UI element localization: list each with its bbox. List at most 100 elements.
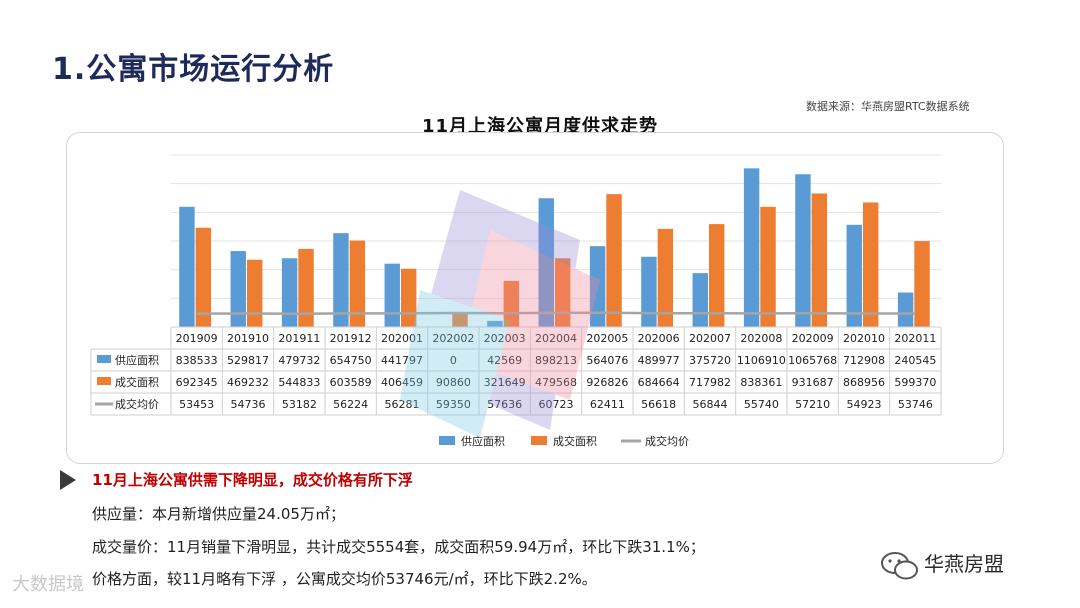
- supply-line: 供应量：本月新增供应量24.05万㎡；: [92, 505, 345, 523]
- headline: 11月上海公寓供需下降明显，成交价格有所下浮: [92, 471, 413, 489]
- data-value: 54923: [847, 398, 882, 411]
- legend-label: 供应面积: [461, 434, 505, 448]
- legend-swatch: [97, 355, 111, 363]
- chart-panel: 201909 201910 201911 201912 202001 202002 2020…: [66, 132, 1004, 464]
- category-label: 202006: [638, 332, 680, 345]
- price-line: [196, 311, 916, 315]
- data-value: 931687: [792, 376, 834, 389]
- data-value: 375720: [689, 354, 731, 367]
- bar-supply: [179, 206, 195, 327]
- data-value: 868956: [843, 376, 885, 389]
- category-label: 201912: [330, 332, 372, 345]
- bar-transaction: [298, 248, 314, 327]
- series-label: 成交面积: [115, 375, 159, 389]
- data-value: 544833: [278, 376, 320, 389]
- data-value: 1065768: [788, 354, 837, 367]
- data-value: 57210: [795, 398, 830, 411]
- data-value: 489977: [638, 354, 680, 367]
- bar-transaction: [554, 258, 571, 327]
- data-value: 90860: [436, 376, 471, 389]
- data-value: 56844: [693, 398, 728, 411]
- data-value: 692345: [176, 376, 218, 389]
- series-label: 供应面积: [115, 353, 159, 367]
- bar-transaction: [195, 227, 212, 327]
- data-value: 441797: [381, 354, 423, 367]
- data-value: 240545: [894, 354, 936, 367]
- category-label: 202003: [484, 332, 526, 345]
- category-label: 202009: [792, 332, 834, 345]
- category-label: 202008: [740, 332, 782, 345]
- data-value: 479732: [278, 354, 320, 367]
- data-value: 717982: [689, 376, 731, 389]
- data-value: 469232: [227, 376, 269, 389]
- data-value: 321649: [484, 376, 526, 389]
- data-value: 60723: [539, 398, 574, 411]
- data-value: 564076: [586, 354, 628, 367]
- bar-supply: [384, 263, 400, 327]
- bar-supply: [846, 224, 862, 327]
- category-label: 201909: [176, 332, 218, 345]
- supply-demand-chart: 201909 201910 201911 201912 202001 202002 2020…: [90, 154, 942, 448]
- category-label: 202005: [586, 332, 628, 345]
- category-label: 201910: [227, 332, 269, 345]
- data-value: 898213: [535, 354, 577, 367]
- transaction-line: 成交量价：11月销量下滑明显，共计成交5554套，成交面积59.94万㎡，环比下…: [92, 538, 705, 556]
- data-value: 53182: [282, 398, 317, 411]
- data-value: 838361: [740, 376, 782, 389]
- bar-supply: [281, 258, 298, 327]
- category-label: 202001: [381, 332, 423, 345]
- data-value: 0: [450, 354, 457, 367]
- bar-supply: [538, 198, 554, 327]
- bar-transaction: [862, 202, 879, 327]
- wechat-icon: [881, 552, 918, 580]
- bar-supply: [589, 246, 606, 327]
- legend-swatch: [97, 377, 111, 385]
- bar-transaction: [503, 280, 520, 327]
- bar-supply: [743, 168, 760, 327]
- bar-supply: [897, 292, 914, 327]
- category-label: 202010: [843, 332, 885, 345]
- category-label: 201911: [278, 332, 320, 345]
- bar-transaction: [349, 240, 366, 327]
- bar-transaction: [606, 194, 622, 327]
- data-value: 654750: [330, 354, 372, 367]
- bar-transaction: [914, 241, 930, 327]
- data-value: 599370: [894, 376, 936, 389]
- data-value: 53453: [179, 398, 214, 411]
- data-value: 54736: [231, 398, 266, 411]
- category-label: 202002: [432, 332, 474, 345]
- bar-supply: [487, 320, 503, 327]
- legend-label: 成交面积: [553, 434, 597, 448]
- brand-name: 华燕房盟: [924, 552, 1004, 576]
- bar-supply: [641, 256, 657, 327]
- bar-transaction: [657, 228, 674, 327]
- data-value: 603589: [330, 376, 372, 389]
- data-value: 42569: [487, 354, 522, 367]
- category-label: 202011: [894, 332, 936, 345]
- bar-transaction: [452, 313, 468, 327]
- data-value: 712908: [843, 354, 885, 367]
- price-line: 价格方面，较11月略有下浮 ，公寓成交均价53746元/㎡，环比下跌2.2%。: [92, 570, 597, 588]
- data-value: 53746: [898, 398, 933, 411]
- bar-transaction: [246, 259, 263, 327]
- bar-transaction: [708, 224, 725, 327]
- bar-transaction: [760, 206, 776, 327]
- category-label: 202007: [689, 332, 731, 345]
- bar-supply: [333, 233, 349, 327]
- watermark-text: 大数据境: [12, 574, 84, 595]
- data-value: 55740: [744, 398, 779, 411]
- data-value: 62411: [590, 398, 625, 411]
- data-value: 529817: [227, 354, 269, 367]
- bar-supply: [230, 251, 246, 327]
- data-value: 1106910: [737, 354, 786, 367]
- legend-swatch: [531, 436, 547, 445]
- bar-supply: [692, 273, 708, 327]
- bar-supply: [795, 174, 811, 327]
- play-triangle-icon: [60, 470, 76, 490]
- page-title: 1.公寓市场运行分析: [52, 52, 335, 87]
- data-source: 数据来源：华燕房盟RTC数据系统: [806, 100, 970, 113]
- bar-transaction: [811, 193, 828, 327]
- data-value: 57636: [487, 398, 522, 411]
- data-value: 56618: [641, 398, 676, 411]
- legend-swatch: [439, 436, 455, 445]
